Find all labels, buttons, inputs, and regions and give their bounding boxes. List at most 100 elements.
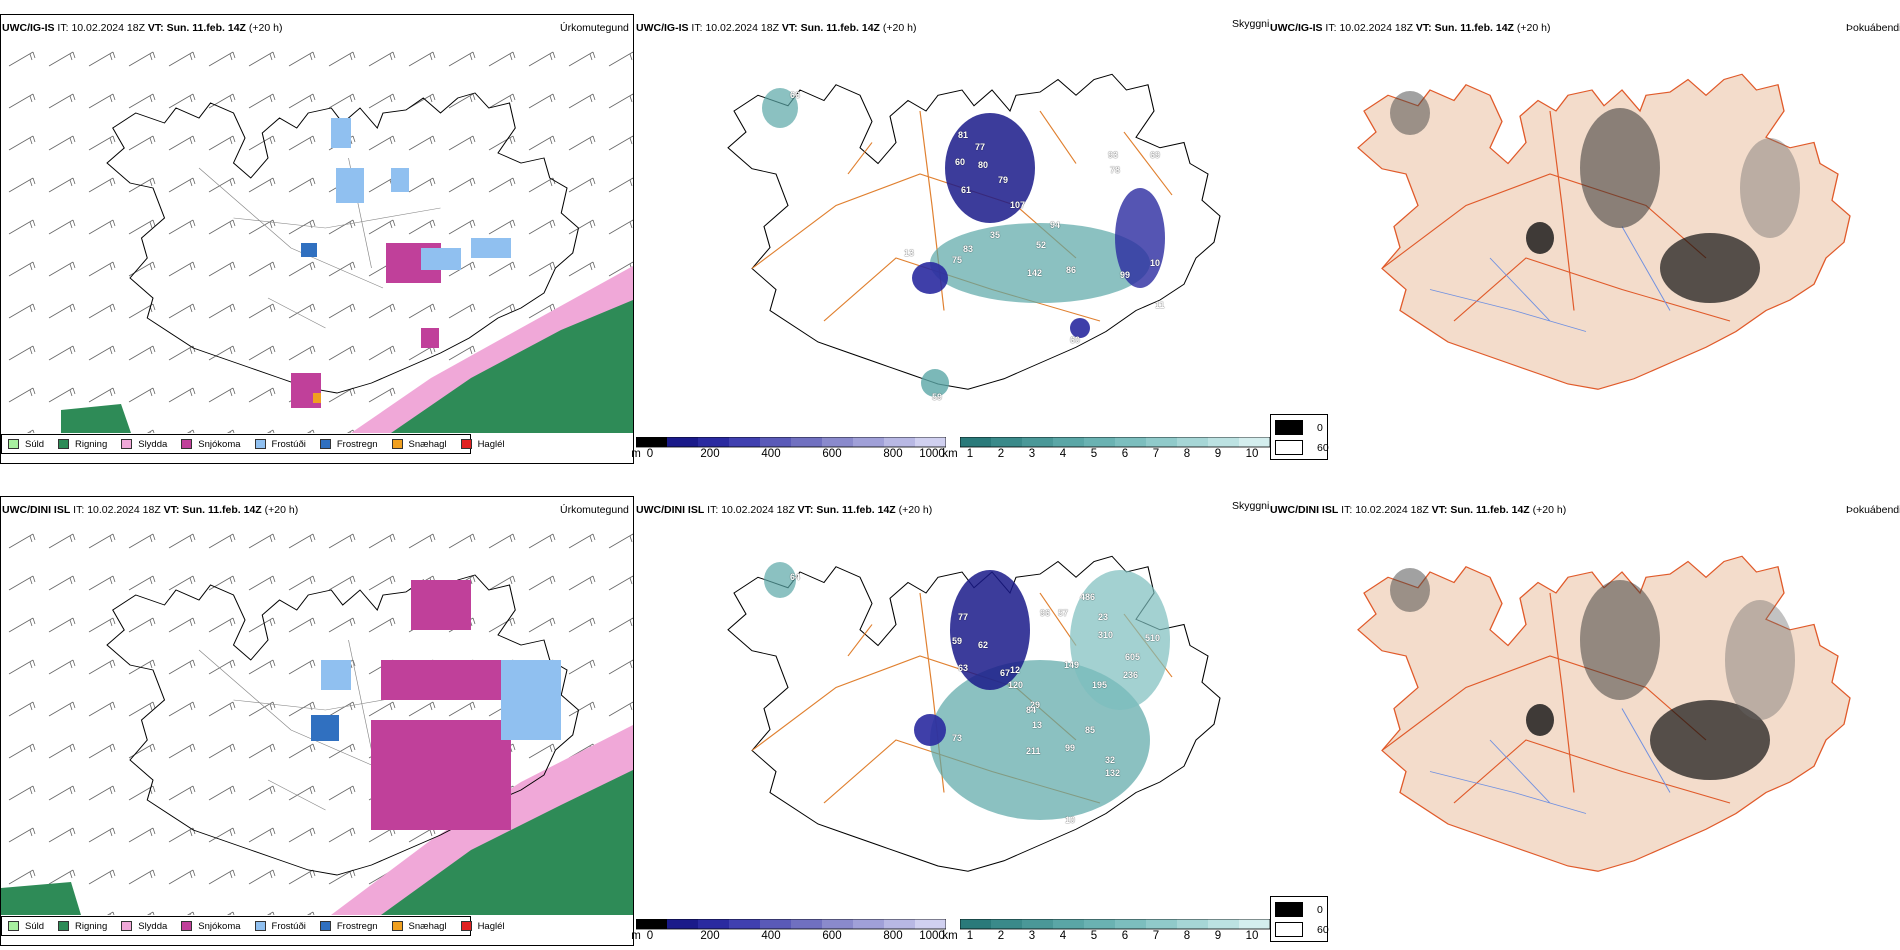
fog-legend-row: 60	[1275, 922, 1329, 937]
panel-title: UWC/IG-IS IT: 10.02.2024 18Z VT: Sun. 11…	[636, 22, 917, 34]
visibility-value-label: 63	[958, 663, 969, 673]
visibility-value-label: 64	[790, 572, 801, 582]
visibility-value-label: 99	[1065, 743, 1076, 753]
panel-title: UWC/DINI ISL IT: 10.02.2024 18Z VT: Sun.…	[1270, 504, 1567, 516]
legend-swatch	[181, 439, 193, 449]
legend-swatch	[58, 439, 70, 449]
legend-item: Slydda	[121, 921, 167, 932]
fog-legend-row: 0	[1275, 902, 1323, 917]
visibility-value-label: 60	[955, 157, 966, 167]
precip-map	[1, 520, 633, 915]
precip-legend: Súld Rigning Slydda Snjókoma Frostúði Fr…	[1, 916, 505, 936]
visibility-value-label: 83	[963, 244, 974, 254]
vis-colorbar-m	[636, 919, 946, 930]
visibility-value-label: 132	[1105, 768, 1121, 778]
legend-swatch	[391, 921, 403, 931]
visibility-value-label: 73	[952, 733, 963, 743]
visibility-value-label: 10	[1150, 258, 1161, 268]
map-frame	[0, 14, 634, 464]
visibility-value-label: 86	[1066, 265, 1077, 275]
legend-item: Snæhagl	[391, 921, 447, 932]
panel-title: UWC/IG-IS IT: 10.02.2024 18Z VT: Sun. 11…	[1270, 22, 1551, 34]
panel-title: UWC/DINI ISL IT: 10.02.2024 18Z VT: Sun.…	[2, 504, 299, 516]
visibility-value-label: 75	[952, 255, 963, 265]
visibility-value-label: 149	[1064, 660, 1080, 670]
visibility-value-label: 99	[1120, 270, 1131, 280]
vis-colorbar-km-ticks: km 1 2 3 4 5 6 7 8 9 10	[942, 930, 1259, 942]
visibility-value-label: 79	[998, 175, 1009, 185]
legend-item: Súld	[8, 439, 44, 450]
fog-map	[1357, 555, 1851, 872]
visibility-map	[727, 73, 1221, 397]
legend-swatch	[8, 439, 19, 449]
legend-swatch	[121, 439, 133, 449]
legend-swatch	[460, 921, 472, 931]
legend-item: Snjókoma	[181, 921, 241, 932]
visibility-value-label: 605	[1125, 652, 1141, 662]
panel-type-label: Skyggni	[1232, 500, 1270, 512]
panel-type-label: Úrkomutegund	[560, 22, 629, 34]
legend-swatch	[460, 439, 472, 449]
visibility-value-label: 120	[1008, 680, 1024, 690]
visibility-value-label: 60	[1070, 335, 1081, 345]
visibility-value-label: 62	[978, 640, 989, 650]
legend-swatch	[58, 921, 70, 931]
vis-colorbar-m-ticks: m 0 200 400 600 800 1000	[631, 448, 945, 460]
panel-type-label: Úrkomutegund	[560, 504, 629, 516]
legend-item: Súld	[8, 921, 44, 932]
panel-type-label: Skyggni	[1232, 18, 1270, 30]
legend-swatch	[319, 921, 331, 931]
legend-item: Snjókoma	[181, 439, 241, 450]
vis-colorbar-km	[960, 919, 1270, 930]
legend-item: Frostregn	[319, 921, 378, 932]
visibility-value-label: 107	[1010, 200, 1026, 210]
visibility-value-label: 195	[1092, 680, 1108, 690]
legend-swatch	[181, 921, 193, 931]
legend-item: Rigning	[58, 439, 107, 450]
visibility-value-label: 52	[1036, 240, 1047, 250]
visibility-value-label: 77	[958, 612, 969, 622]
precip-map	[1, 38, 633, 433]
legend-item: Frostregn	[319, 439, 378, 450]
legend-item: Snæhagl	[391, 439, 447, 450]
fog-legend: 0 60	[1270, 414, 1329, 460]
legend-item: Frostúði	[254, 439, 306, 450]
visibility-value-label: 23	[1098, 612, 1109, 622]
visibility-value-label: 59	[952, 636, 963, 646]
legend-item: Rigning	[58, 921, 107, 932]
panel-title: UWC/IG-IS IT: 10.02.2024 18Z VT: Sun. 11…	[2, 22, 283, 34]
visibility-value-label: 67	[1000, 668, 1011, 678]
vis-colorbar-km-ticks: km 1 2 3 4 5 6 7 8 9 10	[942, 448, 1259, 460]
visibility-value-label: 94	[1050, 220, 1061, 230]
visibility-value-label: 486	[1080, 592, 1096, 602]
legend-swatch	[391, 439, 403, 449]
legend-swatch	[1275, 902, 1303, 917]
vis-colorbar-m-ticks: m 0 200 400 600 800 1000	[631, 930, 945, 942]
legend-swatch	[1275, 922, 1303, 937]
legend-swatch	[8, 921, 19, 931]
legend-item: Frostúði	[254, 921, 306, 932]
legend-swatch	[1275, 440, 1303, 455]
visibility-value-label: 310	[1098, 630, 1114, 640]
visibility-value-label: 13	[1032, 720, 1043, 730]
legend-swatch	[254, 439, 266, 449]
visibility-value-label: 78	[1110, 165, 1121, 175]
map-frame	[0, 496, 634, 946]
visibility-value-label: 236	[1123, 670, 1139, 680]
legend-swatch	[121, 921, 133, 931]
fog-map	[1357, 73, 1851, 390]
vis-colorbar-km	[960, 437, 1270, 448]
visibility-value-label: 12	[1010, 665, 1021, 675]
fog-legend: 0 60	[1270, 896, 1329, 942]
legend-swatch	[319, 439, 331, 449]
visibility-map	[727, 555, 1221, 872]
visibility-value-label: 32	[1105, 755, 1116, 765]
legend-item: Haglél	[460, 921, 505, 932]
visibility-value-label: 77	[975, 142, 986, 152]
legend-swatch	[254, 921, 266, 931]
visibility-value-label: 211	[1026, 746, 1041, 756]
visibility-value-label: 11	[1155, 300, 1165, 310]
visibility-value-label: 10	[1065, 815, 1076, 825]
visibility-value-label: 61	[961, 185, 972, 195]
visibility-value-label: 69	[1150, 150, 1161, 160]
